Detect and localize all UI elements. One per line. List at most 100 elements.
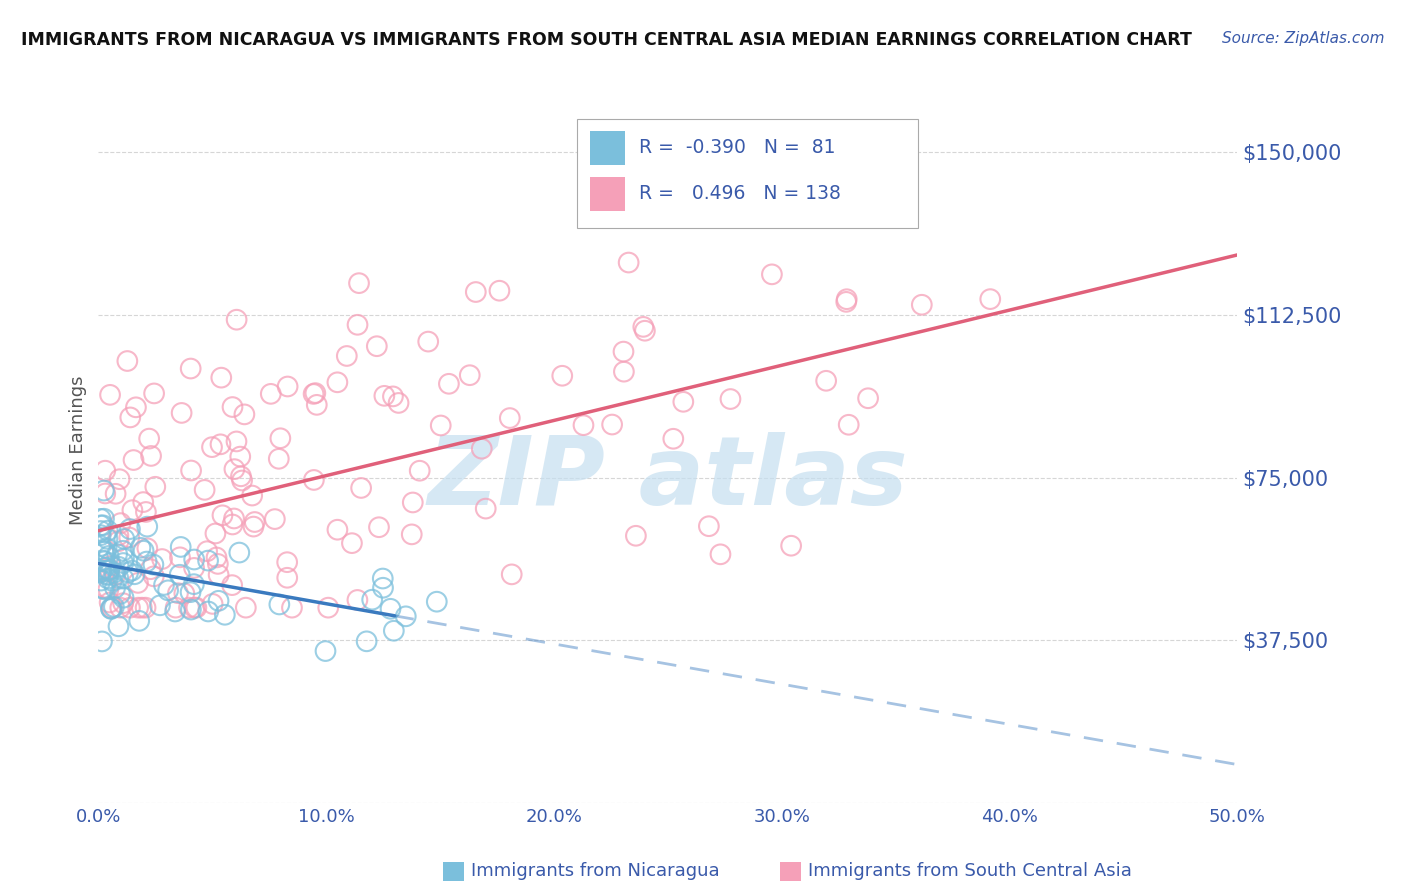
Text: Immigrants from South Central Asia: Immigrants from South Central Asia	[808, 863, 1132, 880]
Point	[572, 418, 595, 433]
Point	[121, 503, 143, 517]
Point	[276, 555, 298, 569]
Point	[96, 567, 118, 582]
Point	[672, 394, 695, 409]
Point	[110, 600, 132, 615]
Point	[112, 551, 135, 566]
Point	[94, 544, 117, 558]
Point	[94, 581, 117, 595]
Point	[107, 571, 129, 585]
Point	[366, 339, 388, 353]
Point	[662, 432, 685, 446]
Point	[194, 483, 217, 497]
Point	[634, 324, 657, 338]
Point	[617, 255, 640, 269]
Point	[350, 481, 373, 495]
Point	[90, 566, 112, 580]
Point	[302, 387, 325, 401]
Point	[709, 547, 731, 561]
Point	[165, 605, 187, 619]
Point	[96, 532, 118, 546]
Y-axis label: Median Earnings: Median Earnings	[69, 376, 87, 525]
Point	[100, 556, 122, 570]
Point	[409, 464, 432, 478]
Point	[315, 644, 337, 658]
Point	[142, 569, 165, 583]
Point	[105, 547, 128, 561]
Point	[107, 559, 129, 574]
Point	[94, 486, 117, 500]
Point	[260, 387, 283, 401]
Point	[336, 349, 359, 363]
Text: R =   0.496   N = 138: R = 0.496 N = 138	[640, 184, 841, 202]
Point	[228, 545, 250, 559]
Point	[281, 600, 304, 615]
Point	[118, 531, 141, 545]
Point	[340, 536, 363, 550]
Point	[94, 464, 117, 478]
Point	[221, 400, 243, 414]
Point	[276, 571, 298, 585]
Point	[263, 512, 285, 526]
Point	[780, 539, 803, 553]
Point	[346, 593, 368, 607]
Point	[97, 524, 120, 538]
Point	[149, 599, 172, 613]
Point	[835, 292, 858, 306]
Point	[381, 389, 404, 403]
Point	[856, 391, 879, 405]
Point	[815, 374, 838, 388]
Point	[107, 528, 129, 542]
Point	[207, 567, 229, 582]
Point	[600, 417, 623, 432]
Point	[326, 376, 349, 390]
Point	[100, 601, 122, 615]
Text: Source: ZipAtlas.com: Source: ZipAtlas.com	[1222, 31, 1385, 46]
Point	[418, 334, 440, 349]
Point	[118, 522, 141, 536]
Point	[90, 518, 112, 533]
Point	[221, 517, 243, 532]
Point	[124, 567, 146, 582]
Point	[501, 567, 523, 582]
Point	[90, 524, 112, 538]
Point	[142, 558, 165, 572]
Text: IMMIGRANTS FROM NICARAGUA VS IMMIGRANTS FROM SOUTH CENTRAL ASIA MEDIAN EARNINGS : IMMIGRANTS FROM NICARAGUA VS IMMIGRANTS …	[21, 31, 1192, 49]
Point	[108, 587, 131, 601]
Point	[347, 276, 370, 290]
Point	[136, 519, 159, 533]
Point	[90, 574, 112, 588]
Point	[107, 619, 129, 633]
Point	[127, 600, 149, 615]
Point	[104, 581, 127, 595]
Point	[233, 408, 256, 422]
Point	[207, 594, 229, 608]
Point	[499, 411, 522, 425]
Point	[551, 368, 574, 383]
Point	[224, 462, 246, 476]
Point	[221, 578, 243, 592]
Point	[104, 567, 127, 582]
Point	[98, 595, 121, 609]
Point	[165, 600, 187, 615]
Point	[180, 602, 202, 616]
Point	[835, 294, 858, 309]
Point	[371, 572, 394, 586]
Point	[103, 599, 125, 614]
Point	[104, 487, 127, 501]
Point	[91, 553, 114, 567]
Point	[201, 440, 224, 454]
Point	[761, 268, 783, 282]
Point	[93, 512, 115, 526]
Point	[269, 598, 291, 612]
Point	[100, 602, 122, 616]
Point	[127, 575, 149, 590]
Point	[93, 561, 115, 575]
Point	[371, 581, 394, 595]
Point	[267, 451, 290, 466]
Point	[167, 586, 190, 600]
Point	[214, 607, 236, 622]
Bar	[591, 177, 624, 211]
Point	[471, 442, 494, 456]
Point	[143, 480, 166, 494]
